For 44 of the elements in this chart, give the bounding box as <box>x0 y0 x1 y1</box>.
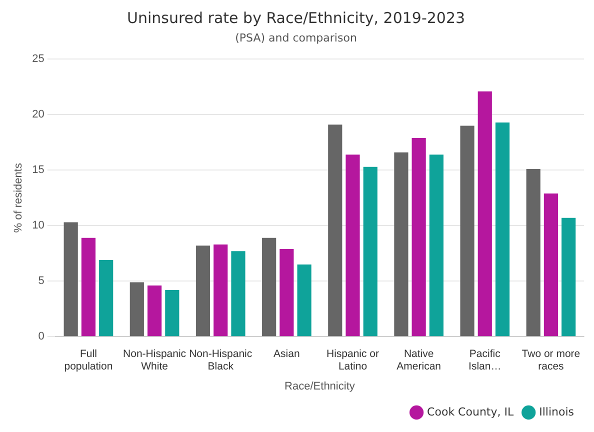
bar <box>196 246 210 336</box>
bar <box>81 238 96 336</box>
chart-title: Uninsured rate by Race/Ethnicity, 2019-2023 <box>126 8 466 27</box>
bar <box>130 282 144 336</box>
x-tick-label: Hispanic or Latino <box>326 348 380 372</box>
y-tick-label: 0 <box>38 330 44 343</box>
bar <box>328 124 342 336</box>
legend-label: Illinois <box>539 405 574 418</box>
x-tick-label: Native American <box>396 348 442 372</box>
bar <box>363 166 378 336</box>
bar <box>262 238 276 336</box>
bar <box>429 154 444 336</box>
y-tick-label: 5 <box>38 275 44 288</box>
bar <box>297 264 312 336</box>
y-tick-label: 15 <box>32 164 44 176</box>
bar <box>562 218 576 336</box>
y-axis-title: % of residents <box>12 162 25 233</box>
bar <box>99 260 114 336</box>
bar <box>64 222 78 336</box>
x-tick-label: Non-Hispanic Black <box>189 348 252 372</box>
bar <box>412 138 426 336</box>
bar <box>460 126 474 336</box>
y-tick-label: 10 <box>32 220 44 232</box>
bar <box>526 169 540 336</box>
y-tick-label: 25 <box>32 53 44 66</box>
bar <box>495 122 510 336</box>
x-tick-label: Non-Hispanic White <box>123 348 186 372</box>
y-tick-label: 20 <box>32 108 44 121</box>
bar <box>165 290 180 336</box>
x-tick-label: Asian <box>274 348 300 360</box>
bar <box>147 286 162 336</box>
bar <box>231 251 246 336</box>
x-tick-label: Two or more races <box>522 348 580 372</box>
x-tick-label: Full population <box>64 348 113 372</box>
chart-subtitle: (PSA) and comparison <box>235 31 357 44</box>
bar <box>214 244 228 336</box>
x-tick-label: Pacific Islan… <box>468 348 502 372</box>
bar <box>280 248 294 336</box>
legend-label: Cook County, IL <box>427 405 514 418</box>
x-axis-title: Race/Ethnicity <box>284 380 356 392</box>
bar <box>478 91 492 336</box>
bar <box>394 152 408 336</box>
bar <box>544 193 558 336</box>
bar <box>346 154 360 336</box>
